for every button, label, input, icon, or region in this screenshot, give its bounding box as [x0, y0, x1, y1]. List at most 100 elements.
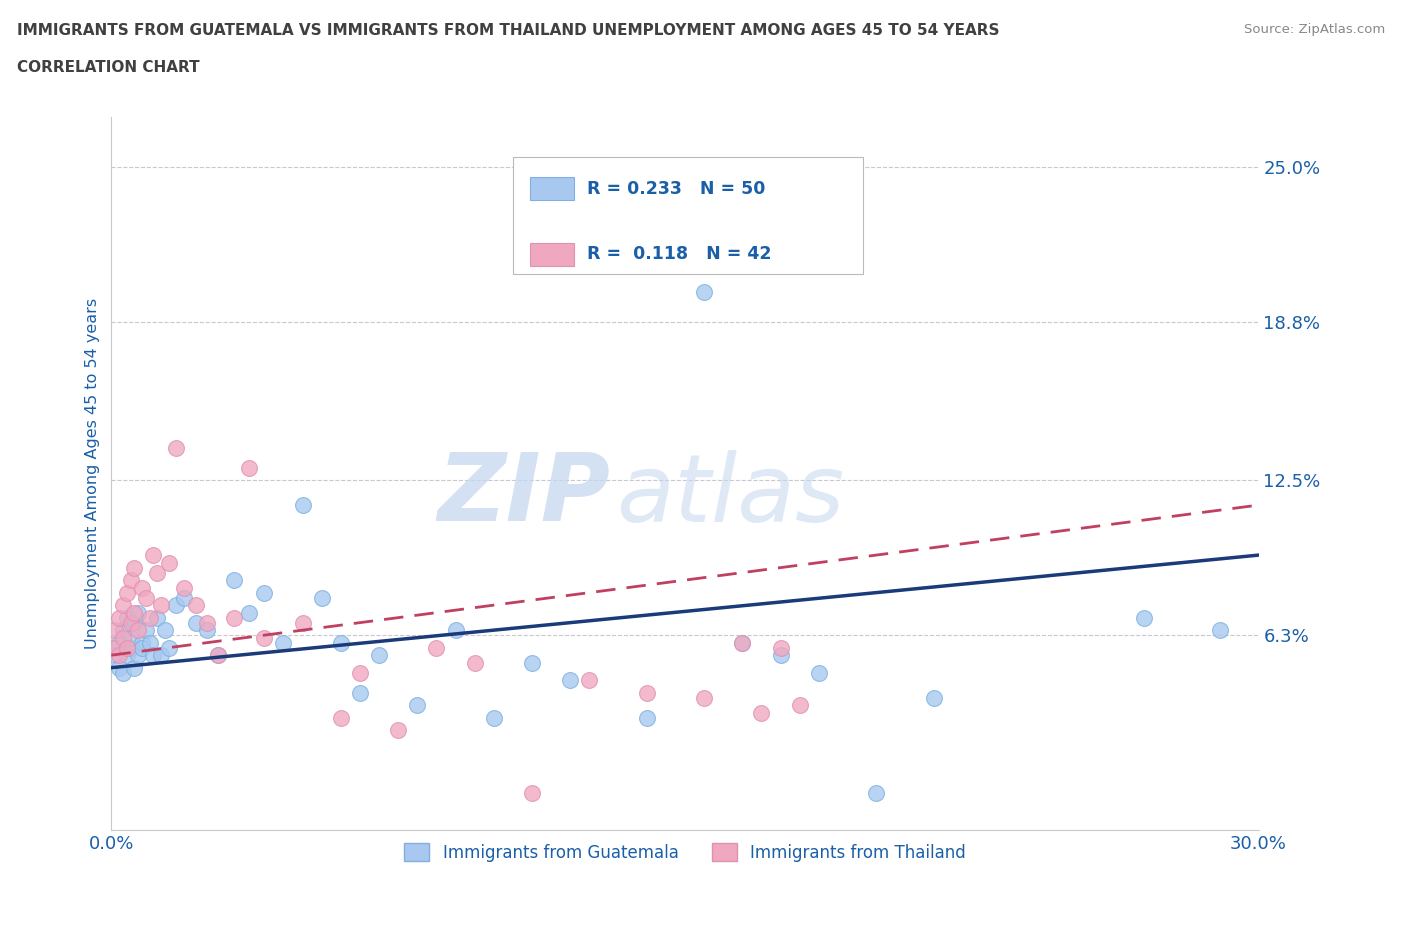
Point	[807, 665, 830, 680]
Point	[120, 631, 142, 645]
Point	[789, 698, 811, 712]
Point	[104, 623, 127, 638]
Point	[173, 591, 195, 605]
Point	[153, 623, 176, 638]
Point	[922, 690, 945, 705]
Text: IMMIGRANTS FROM GUATEMALA VS IMMIGRANTS FROM THAILAND UNEMPLOYMENT AMONG AGES 45: IMMIGRANTS FROM GUATEMALA VS IMMIGRANTS …	[17, 23, 1000, 38]
Point	[157, 555, 180, 570]
Point	[184, 598, 207, 613]
Point	[560, 672, 582, 687]
Point	[207, 647, 229, 662]
Point	[124, 560, 146, 575]
Point	[165, 440, 187, 455]
Point	[120, 640, 142, 655]
Point	[482, 711, 505, 725]
Point	[464, 656, 486, 671]
Point	[731, 635, 754, 650]
Point	[444, 623, 467, 638]
Point	[349, 665, 371, 680]
Point	[222, 610, 245, 625]
FancyBboxPatch shape	[530, 178, 574, 200]
Point	[111, 623, 134, 638]
Point	[124, 660, 146, 675]
Point	[1209, 623, 1232, 638]
Point	[173, 580, 195, 595]
Point	[146, 610, 169, 625]
FancyBboxPatch shape	[530, 243, 574, 266]
Point	[131, 635, 153, 650]
Legend: Immigrants from Guatemala, Immigrants from Thailand: Immigrants from Guatemala, Immigrants fr…	[398, 837, 973, 869]
Point	[108, 635, 131, 650]
Point	[329, 635, 352, 650]
Point	[349, 685, 371, 700]
Text: R = 0.233   N = 50: R = 0.233 N = 50	[588, 179, 766, 197]
Text: R =  0.118   N = 42: R = 0.118 N = 42	[588, 246, 772, 263]
Point	[578, 672, 600, 687]
Point	[769, 640, 792, 655]
Point	[368, 647, 391, 662]
Point	[115, 610, 138, 625]
Point	[108, 647, 131, 662]
Point	[329, 711, 352, 725]
Point	[195, 623, 218, 638]
Point	[124, 616, 146, 631]
Point	[311, 591, 333, 605]
Point	[520, 656, 543, 671]
Point	[387, 723, 409, 737]
Point	[157, 640, 180, 655]
Point	[751, 705, 773, 720]
Point	[120, 616, 142, 631]
Point	[425, 640, 447, 655]
Point	[769, 647, 792, 662]
Point	[115, 647, 138, 662]
Point	[291, 498, 314, 512]
Point	[138, 635, 160, 650]
Text: atlas: atlas	[616, 450, 845, 540]
Point	[120, 573, 142, 588]
Text: ZIP: ZIP	[437, 449, 610, 541]
Point	[406, 698, 429, 712]
Point	[291, 616, 314, 631]
Y-axis label: Unemployment Among Ages 45 to 54 years: Unemployment Among Ages 45 to 54 years	[86, 299, 100, 649]
Point	[111, 665, 134, 680]
Point	[693, 285, 716, 299]
Point	[731, 635, 754, 650]
Point	[195, 616, 218, 631]
Point	[127, 605, 149, 620]
Point	[115, 640, 138, 655]
Point	[131, 640, 153, 655]
Point	[273, 635, 295, 650]
Point	[142, 548, 165, 563]
Point	[135, 591, 157, 605]
Point	[127, 647, 149, 662]
Point	[207, 647, 229, 662]
Point	[127, 623, 149, 638]
Text: CORRELATION CHART: CORRELATION CHART	[17, 60, 200, 75]
Point	[138, 610, 160, 625]
FancyBboxPatch shape	[513, 156, 863, 274]
Point	[238, 605, 260, 620]
Point	[184, 616, 207, 631]
Point	[131, 580, 153, 595]
Point	[146, 565, 169, 580]
Point	[104, 640, 127, 655]
Point	[865, 785, 887, 800]
Point	[104, 647, 127, 662]
Point	[124, 605, 146, 620]
Point	[108, 610, 131, 625]
Text: Source: ZipAtlas.com: Source: ZipAtlas.com	[1244, 23, 1385, 36]
Point	[165, 598, 187, 613]
Point	[636, 685, 658, 700]
Point	[1133, 610, 1156, 625]
Point	[111, 631, 134, 645]
Point	[115, 585, 138, 600]
Point	[253, 585, 276, 600]
Point	[150, 598, 173, 613]
Point	[636, 711, 658, 725]
Point	[238, 460, 260, 475]
Point	[111, 598, 134, 613]
Point	[253, 631, 276, 645]
Point	[222, 573, 245, 588]
Point	[150, 647, 173, 662]
Point	[520, 785, 543, 800]
